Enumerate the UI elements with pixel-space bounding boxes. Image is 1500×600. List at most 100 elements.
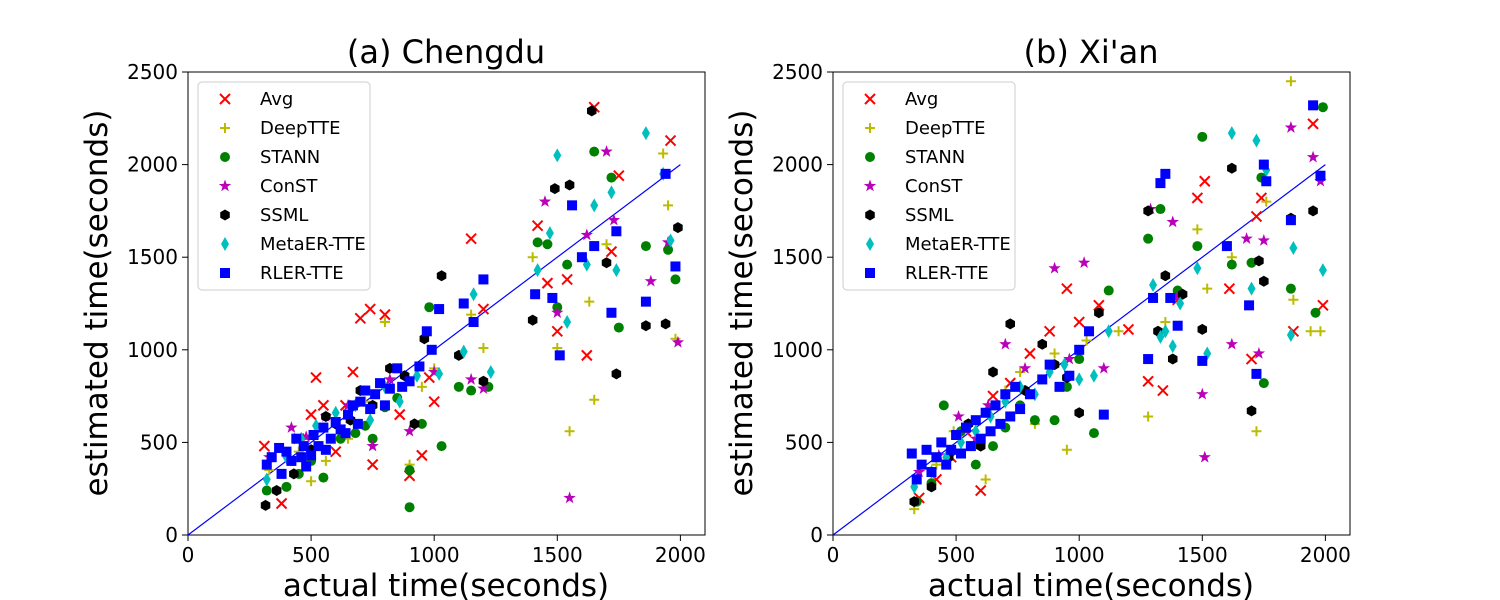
data-point <box>988 366 998 378</box>
data-point <box>352 418 363 429</box>
data-point <box>347 400 358 411</box>
data-point <box>590 198 599 213</box>
data-point <box>554 350 565 361</box>
data-point <box>1318 263 1327 278</box>
data-point <box>1044 359 1055 370</box>
data-point <box>459 344 468 359</box>
data-point <box>1155 178 1166 189</box>
data-point <box>392 363 403 374</box>
data-point <box>1310 307 1321 318</box>
data-point <box>1054 381 1065 392</box>
data-point <box>379 317 390 328</box>
x-axis-label: actual time(seconds) <box>283 568 609 600</box>
legend-marker <box>865 123 875 133</box>
data-point <box>1093 299 1105 312</box>
data-point <box>589 394 600 405</box>
data-point <box>1074 354 1085 365</box>
y-tick-label: 2000 <box>772 153 823 177</box>
y-tick-label: 0 <box>165 523 178 547</box>
data-point <box>527 252 538 263</box>
data-point <box>317 399 330 412</box>
data-point <box>1037 374 1048 385</box>
legend-label: RLER-TTE <box>905 263 989 284</box>
data-point <box>1074 407 1084 419</box>
data-point <box>1244 300 1255 311</box>
data-point <box>421 326 432 337</box>
data-point <box>343 409 354 420</box>
data-point <box>987 390 999 402</box>
data-point <box>551 325 563 337</box>
data-point <box>1094 307 1104 319</box>
data-point <box>1160 168 1171 179</box>
data-point <box>545 226 554 241</box>
data-point <box>1251 368 1262 379</box>
data-point <box>1024 347 1036 360</box>
legend-label: MetaER-TTE <box>905 234 1011 255</box>
data-point <box>1317 102 1328 113</box>
data-point <box>607 185 616 200</box>
data-point <box>641 320 651 332</box>
data-point <box>1172 320 1183 331</box>
data-point <box>906 448 917 459</box>
data-point <box>580 228 594 241</box>
data-point <box>601 257 612 269</box>
data-point <box>1005 411 1016 422</box>
data-point <box>1197 131 1208 142</box>
data-point <box>527 314 538 326</box>
data-point <box>478 274 489 285</box>
data-point <box>310 371 322 384</box>
data-point <box>416 418 427 429</box>
data-point <box>331 405 340 420</box>
data-point <box>999 337 1012 350</box>
data-point <box>1259 275 1269 287</box>
data-point <box>1286 327 1295 342</box>
legend-marker <box>863 179 877 192</box>
x-tick-label: 0 <box>827 543 840 567</box>
data-point <box>1315 170 1326 181</box>
data-point <box>366 413 375 428</box>
data-point <box>584 296 595 307</box>
data-point <box>428 365 441 378</box>
data-point <box>952 409 965 422</box>
data-point <box>1251 426 1262 437</box>
data-point <box>1284 121 1298 133</box>
data-point <box>435 366 444 381</box>
data-point <box>563 315 572 330</box>
data-point <box>550 183 560 195</box>
data-point <box>1261 176 1272 187</box>
legend-marker <box>864 93 876 105</box>
data-point <box>1308 100 1319 111</box>
data-point <box>970 415 981 426</box>
legend-label: MetaER-TTE <box>260 234 366 255</box>
data-point <box>350 428 361 439</box>
data-point <box>366 439 379 452</box>
data-point <box>912 465 926 478</box>
data-point <box>1192 224 1203 235</box>
data-point <box>613 322 624 333</box>
chart-title: (a) Chengdu <box>347 33 545 71</box>
data-point <box>281 446 292 457</box>
data-point <box>1250 210 1263 223</box>
data-point <box>1149 277 1158 292</box>
series-rler-tte <box>906 100 1326 485</box>
data-point <box>486 365 495 380</box>
data-point <box>1193 261 1202 276</box>
data-point <box>1252 347 1266 359</box>
data-point <box>1288 294 1299 305</box>
data-point <box>1143 205 1153 217</box>
data-point <box>576 252 587 263</box>
data-point <box>664 134 677 147</box>
data-point <box>1191 192 1204 204</box>
data-point <box>1258 378 1269 389</box>
data-point <box>289 468 299 480</box>
axes-frame <box>187 71 706 536</box>
data-point <box>1254 255 1264 267</box>
data-point <box>1168 339 1177 354</box>
data-point <box>658 148 669 159</box>
data-point <box>330 445 342 458</box>
data-point <box>1049 415 1060 426</box>
data-point <box>644 274 658 287</box>
data-point <box>946 444 957 455</box>
x-axis-label: actual time(seconds) <box>928 568 1254 600</box>
data-point <box>403 424 416 437</box>
